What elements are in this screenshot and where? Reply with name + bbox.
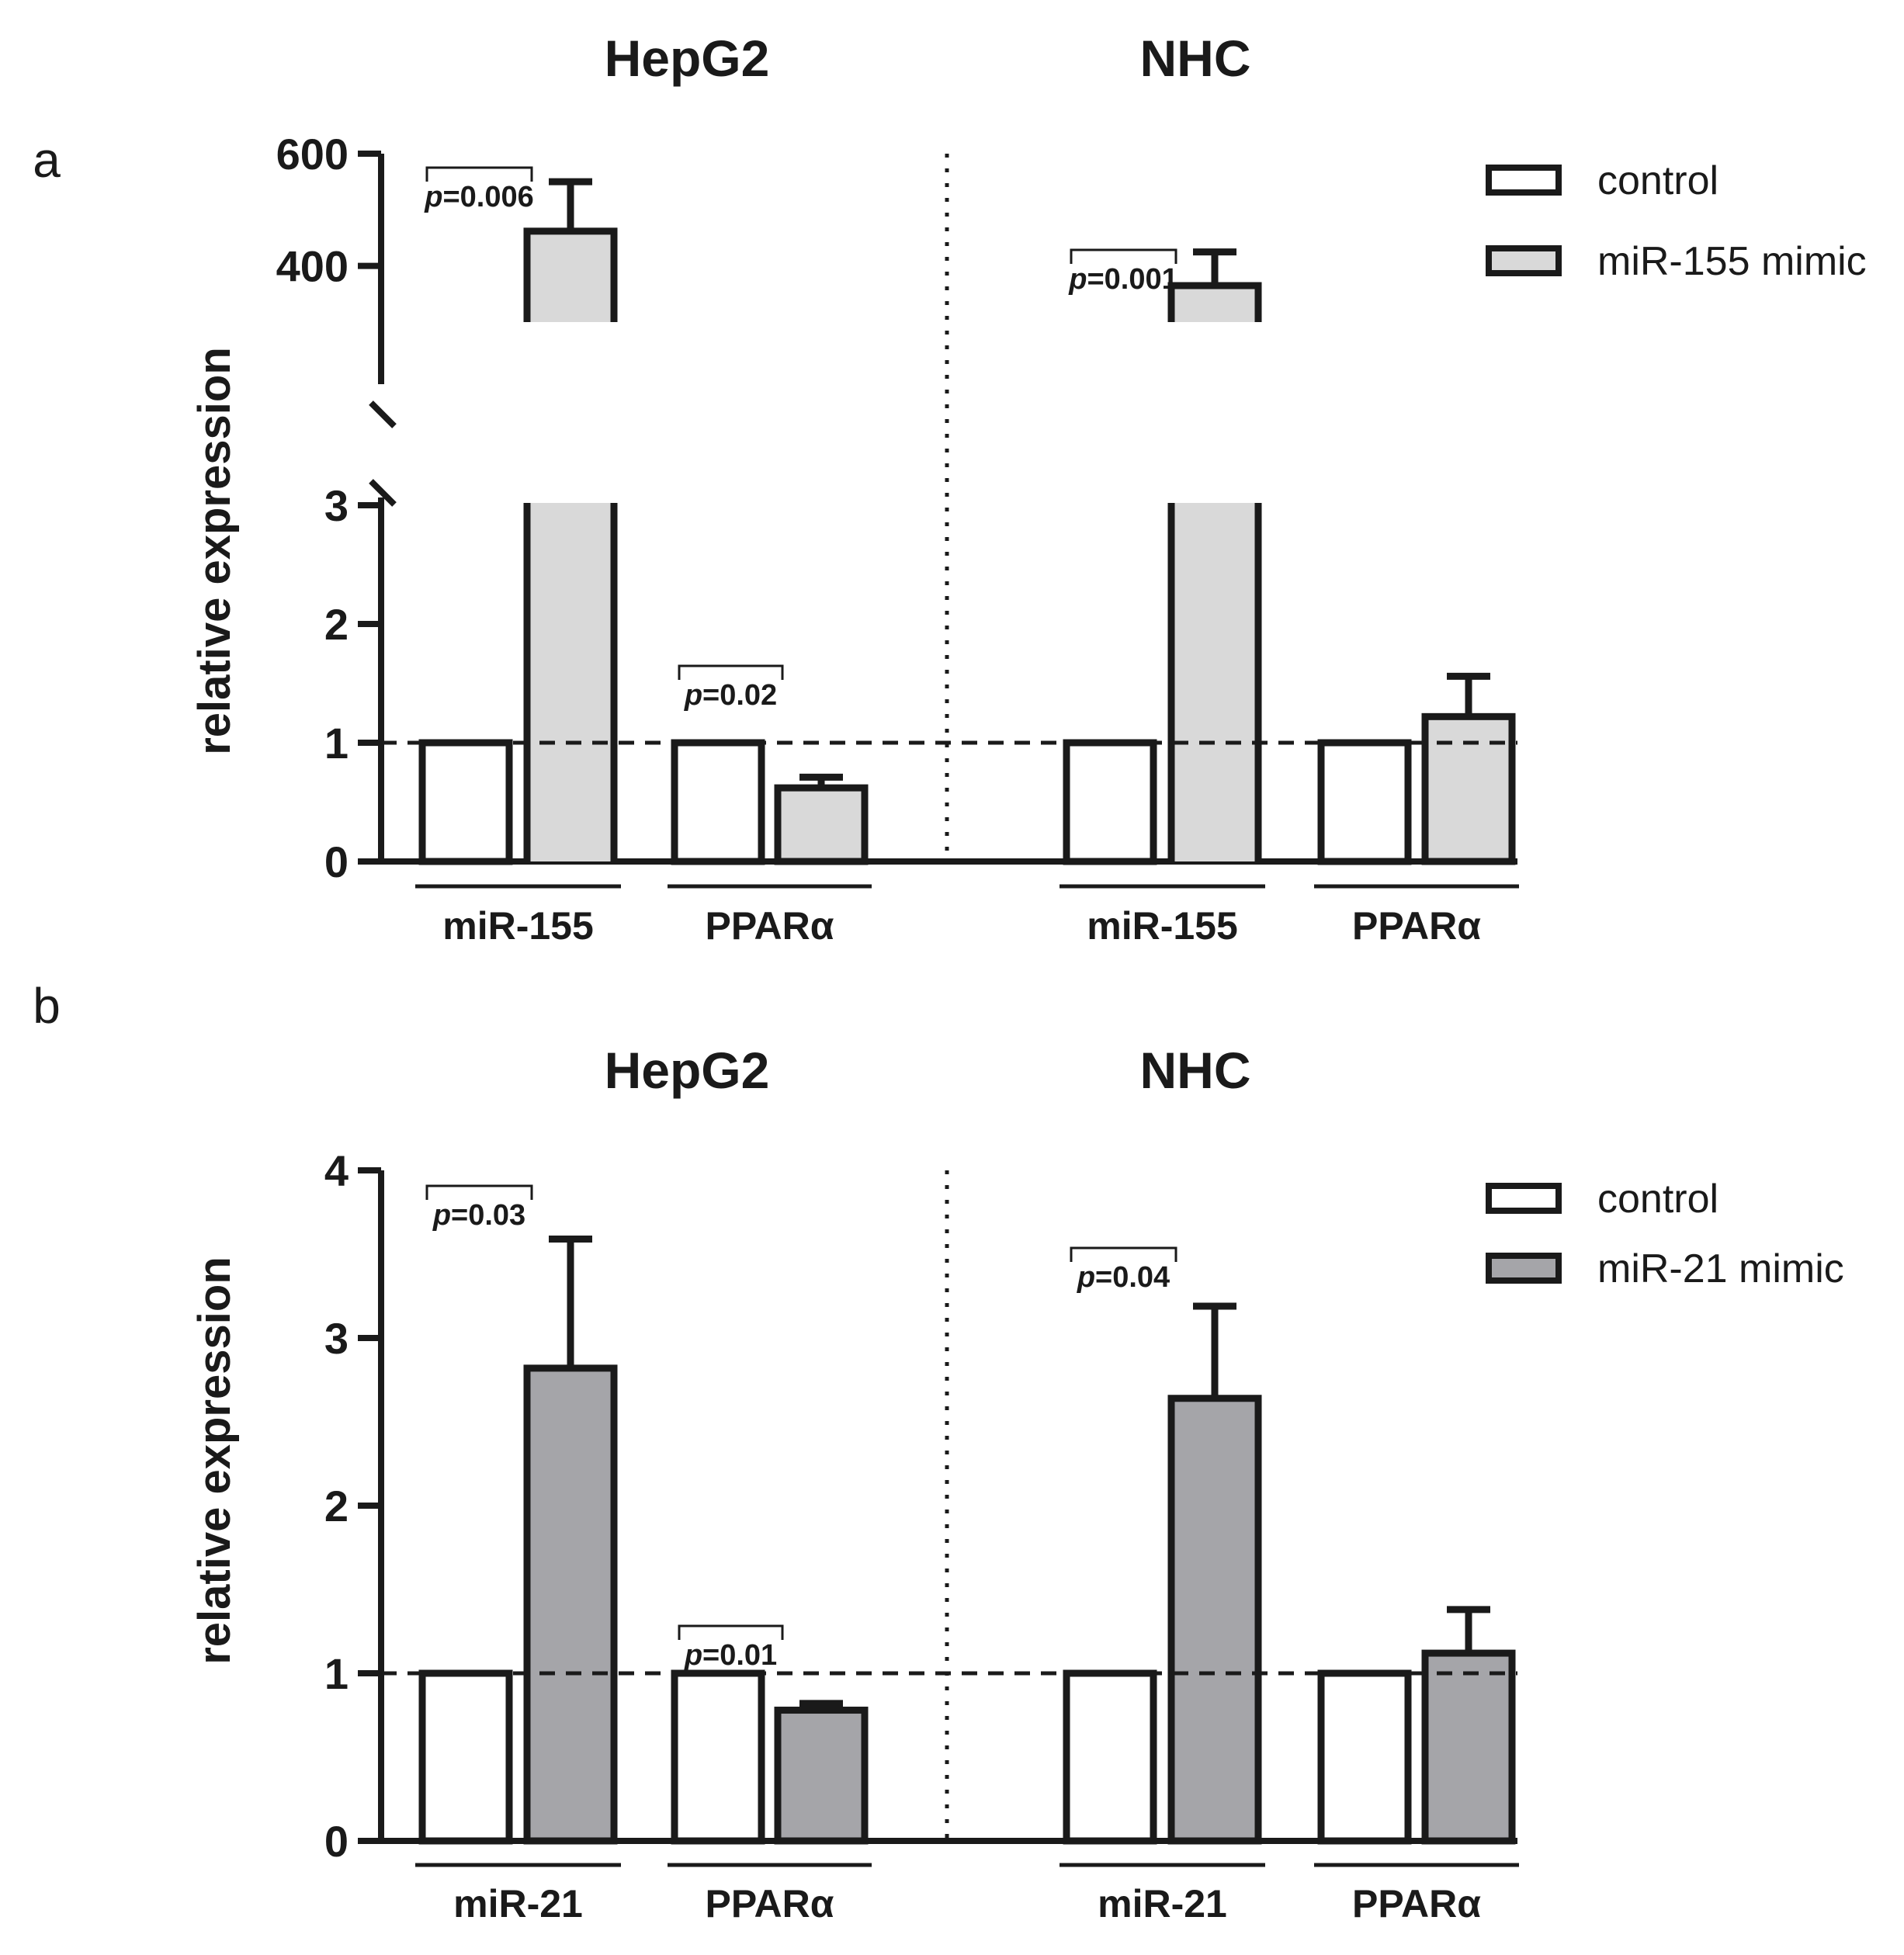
panel-a-hepg2-ppara-control-bar: [671, 739, 765, 865]
panel-b-nhc-ppara-category-label: PPARα: [1352, 1882, 1481, 1926]
panel-a-nhc-ppara-control-bar: [1317, 739, 1412, 865]
panel-b-tick-label-2: 2: [324, 1482, 349, 1530]
panel-b-hepg2-mir-21-mimic-bar: [523, 1364, 618, 1845]
panel-b-nhc-mir-21-control-bar: [1063, 1669, 1157, 1845]
panel-a-legend-label-1: miR-155 mimic: [1597, 239, 1867, 284]
panel-b-hepg2-mir-21-category-label: miR-21: [453, 1882, 583, 1926]
panel-a-hepg2-mir-155-p-bracket: [425, 166, 533, 182]
panel-a-nhc-ppara-mimic-bar: [1421, 712, 1516, 865]
panel-a-hepg2-mir-155-category-label: miR-155: [442, 904, 594, 948]
panel-b-hepg2-ppara-p-value: p=0.01: [684, 1639, 777, 1672]
panel-b-nhc-mir-21-mimic-bar: [1167, 1395, 1262, 1845]
panel-b-tick-label-1: 1: [324, 1649, 349, 1698]
panel-a-tick-label-400: 400: [276, 242, 349, 291]
panel-a-tick-label-1: 1: [324, 719, 349, 768]
panel-a-header-nhc: NHC: [1140, 29, 1251, 87]
panel-a-hepg2-ppara-category-label: PPARα: [706, 904, 834, 948]
panel-b-header-nhc: NHC: [1140, 1042, 1251, 1099]
panel-a-hepg2-ppara-p-value: p=0.02: [684, 679, 777, 712]
panel-a-tick-label-2: 2: [324, 600, 349, 649]
panel-a-hepg2-mir-155-mimic-bar-upper: [527, 231, 614, 322]
panel-b-header-hepg2: HepG2: [605, 1042, 770, 1099]
panel-a-hepg2-mir-155-mimic-bar-lower: [527, 503, 614, 861]
panel-b-nhc-mir-21-p-value: p=0.04: [1077, 1261, 1170, 1294]
panel-a-label: a: [33, 132, 61, 188]
panel-a-legend-swatch-0: [1486, 165, 1562, 196]
panel-a-tick-label-0: 0: [324, 837, 349, 886]
panel-a-nhc-mir-155-mimic-bar-lower: [1171, 503, 1258, 861]
panel-a-tick-label-600: 600: [276, 130, 349, 179]
panel-b-legend-swatch-1: [1486, 1253, 1562, 1284]
panel-b-legend-label-1: miR-21 mimic: [1597, 1246, 1844, 1291]
panel-b-nhc-mir-21-category-label: miR-21: [1098, 1882, 1227, 1926]
panel-b-legend-swatch-0: [1486, 1183, 1562, 1214]
panel-b-hepg2-mir-21-p-value: p=0.03: [432, 1199, 525, 1232]
panel-a-legend-swatch-1: [1486, 245, 1562, 276]
panel-a-hepg2-ppara-mimic-bar: [774, 784, 869, 865]
panel-b-label: b: [33, 978, 61, 1034]
panel-a-nhc-mir-155-p-value: p=0.001: [1068, 263, 1178, 296]
panel-a-tick-label-3: 3: [324, 481, 349, 530]
panel-b-nhc-ppara-mimic-bar: [1421, 1649, 1516, 1845]
panel-a-y-axis-title: relative expression: [189, 347, 240, 755]
panel-a-hepg2-mir-155-control-bar: [418, 739, 513, 865]
panel-a-nhc-ppara-category-label: PPARα: [1352, 904, 1481, 948]
panel-b-nhc-mir-21-p-bracket: [1070, 1246, 1177, 1262]
panel-a-legend-label-0: control: [1597, 158, 1718, 203]
panel-b-hepg2-ppara-mimic-bar: [774, 1707, 869, 1845]
panel-b-tick-label-4: 4: [324, 1146, 349, 1195]
panel-b-hepg2-ppara-p-bracket: [678, 1624, 784, 1640]
panel-a-header-hepg2: HepG2: [605, 29, 770, 87]
panel-a-hepg2-ppara-p-bracket: [678, 664, 784, 680]
panel-a-hepg2-mir-155-mimic-bar-upper-outline: [523, 227, 618, 322]
panel-a-axis-break-bottom: [369, 479, 397, 507]
panel-b-legend-label-0: control: [1597, 1177, 1718, 1222]
panel-a-nhc-mir-155-control-bar: [1063, 739, 1157, 865]
panel-b-tick-label-0: 0: [324, 1817, 349, 1866]
panel-b-hepg2-ppara-control-bar: [671, 1669, 765, 1845]
panel-a-nhc-mir-155-category-label: miR-155: [1087, 904, 1238, 948]
panel-a-hepg2-mir-155-p-value: p=0.006: [424, 181, 534, 213]
panel-a-nhc-mir-155-mimic-bar-upper: [1171, 285, 1258, 322]
panel-b-hepg2-mir-21-control-bar: [418, 1669, 513, 1845]
panel-a-axis-break-top: [369, 400, 397, 428]
panel-b-tick-label-3: 3: [324, 1314, 349, 1363]
panel-b-nhc-ppara-control-bar: [1317, 1669, 1412, 1845]
panel-a-nhc-mir-155-p-bracket: [1070, 248, 1177, 264]
panel-b-hepg2-ppara-category-label: PPARα: [706, 1882, 834, 1926]
panel-b-y-axis-title: relative expression: [189, 1257, 240, 1665]
panel-a-nhc-mir-155-mimic-bar-upper-outline: [1167, 282, 1262, 322]
panel-b-hepg2-mir-21-p-bracket: [425, 1184, 533, 1200]
